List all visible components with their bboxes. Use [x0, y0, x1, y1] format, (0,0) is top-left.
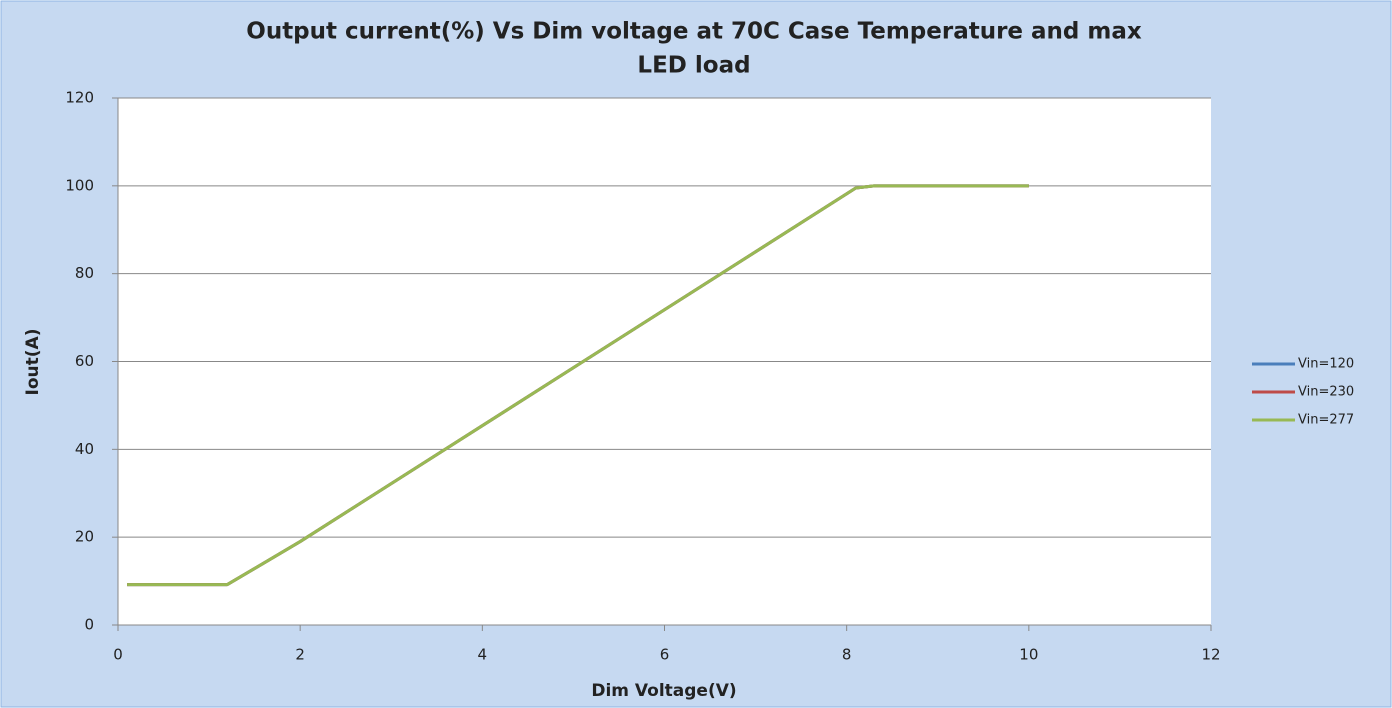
y-tick-label: 60: [75, 352, 94, 370]
chart-title: LED load: [637, 53, 750, 79]
y-tick-label: 20: [75, 528, 94, 546]
chart-title: Output current(%) Vs Dim voltage at 70C …: [246, 19, 1142, 45]
y-tick-label: 100: [65, 176, 94, 194]
y-tick-label: 40: [75, 440, 94, 458]
y-tick-label: 120: [65, 89, 94, 107]
x-tick-label: 2: [295, 646, 305, 664]
x-tick-label: 12: [1201, 646, 1220, 664]
x-tick-label: 8: [842, 646, 852, 664]
x-tick-label: 10: [1019, 646, 1038, 664]
legend-label: Vin=277: [1298, 413, 1354, 428]
y-axis-label: Iout(A): [23, 329, 43, 396]
x-tick-label: 6: [660, 646, 670, 664]
legend-label: Vin=230: [1298, 385, 1354, 400]
x-tick-label: 0: [113, 646, 123, 664]
x-tick-label: 4: [478, 646, 488, 664]
y-tick-label: 80: [75, 264, 94, 282]
x-axis-label: Dim Voltage(V): [591, 681, 736, 701]
data-line: [127, 184, 1029, 587]
legend-label: Vin=120: [1298, 357, 1354, 372]
y-tick-label: 0: [84, 616, 94, 634]
